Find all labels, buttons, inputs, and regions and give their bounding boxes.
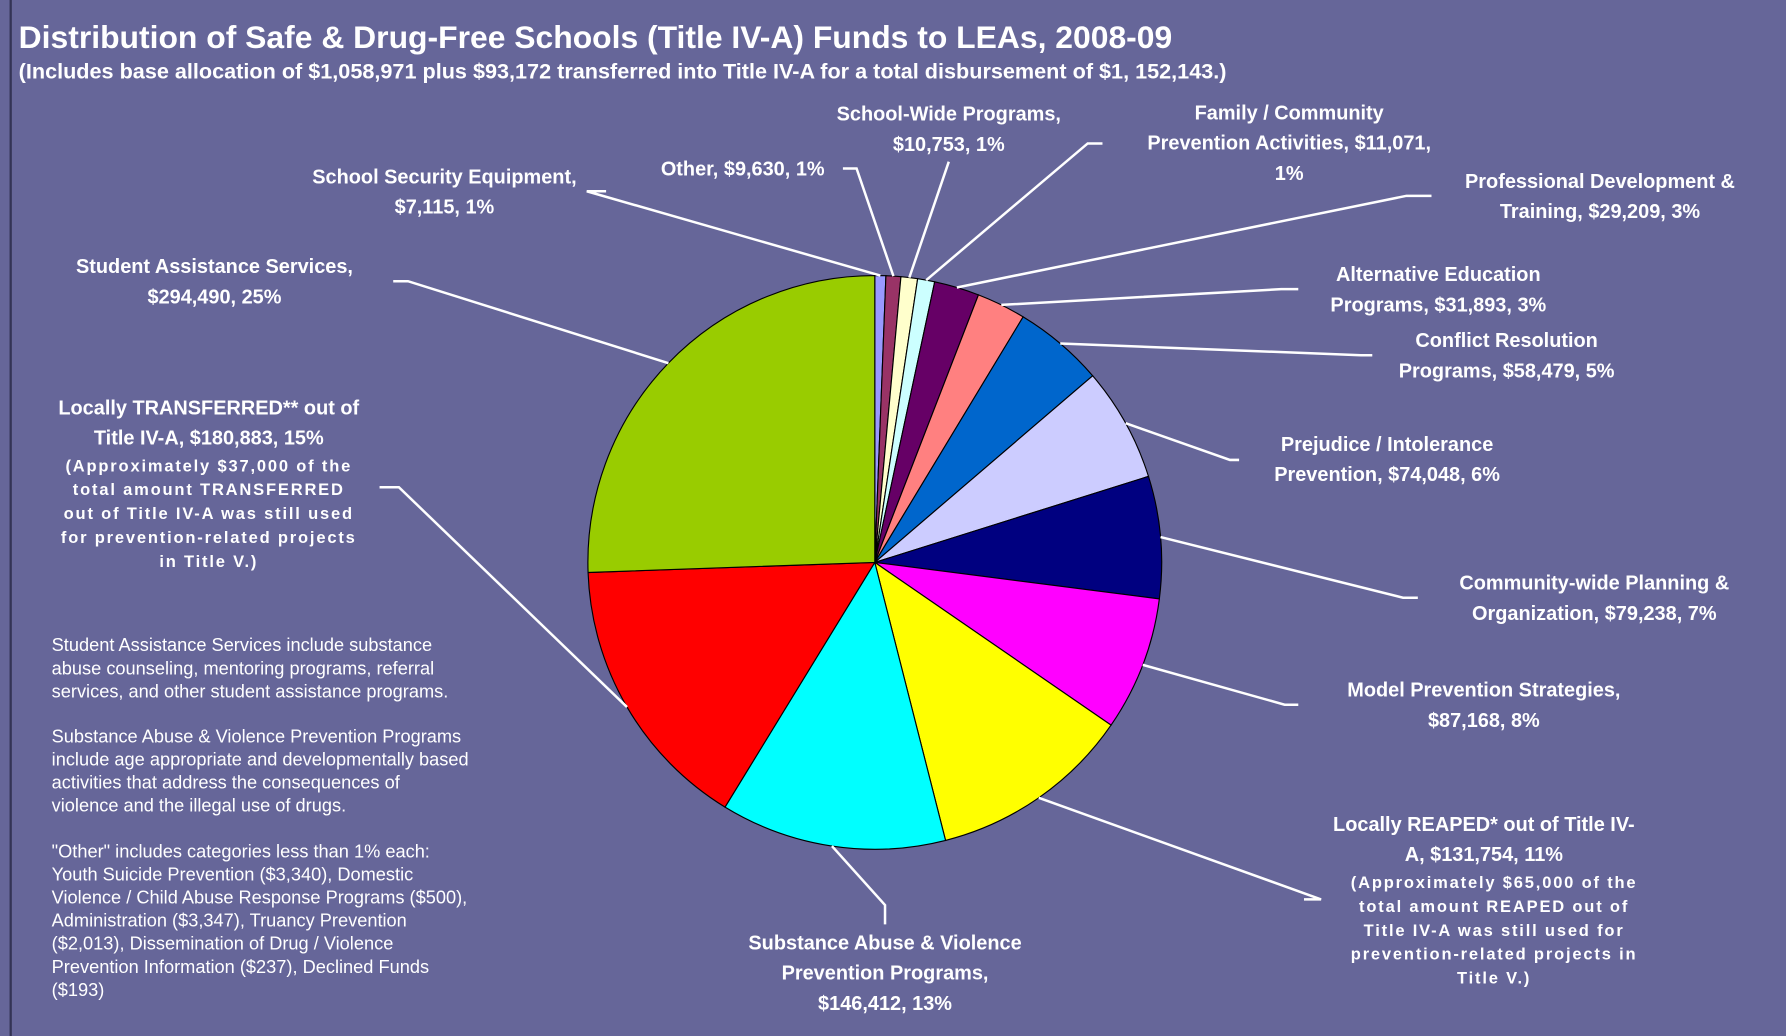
data-label: Other, $9,630, 1%: [661, 158, 825, 180]
pie-slice: [587, 561, 876, 808]
footnote: services, and other student assistance p…: [52, 681, 449, 701]
data-label: Prejudice / Intolerance: [1281, 434, 1493, 456]
leader-line: [586, 190, 881, 277]
data-label: Alternative Education: [1336, 264, 1541, 286]
chart-title: Distribution of Safe & Drug-Free Schools…: [19, 19, 1173, 55]
leader-line: [842, 167, 895, 277]
data-label: Programs, $58,479, 5%: [1399, 360, 1615, 382]
data-label: Programs, $31,893, 3%: [1330, 294, 1546, 316]
annotation: total amount TRANSFERRED: [73, 481, 345, 499]
pie-slice: [587, 274, 876, 574]
footnote: abuse counseling, mentoring programs, re…: [52, 658, 434, 678]
data-label: $7,115, 1%: [395, 196, 495, 218]
data-label: 1%: [1275, 163, 1304, 185]
footnote: Substance Abuse & Violence Prevention Pr…: [52, 726, 461, 746]
footnote: "Other" includes categories less than 1%…: [52, 841, 430, 861]
annotation: total amount REAPED out of: [1359, 898, 1629, 916]
footnote: Youth Suicide Prevention ($3,340), Domes…: [52, 864, 414, 884]
pie-slice: [874, 374, 1150, 563]
annotation: prevention-related projects in: [1351, 946, 1638, 964]
leader-line: [393, 279, 669, 365]
data-label: Substance Abuse & Violence: [748, 932, 1021, 954]
footnote: violence and the illegal use of drugs.: [52, 796, 346, 816]
data-label: Title IV-A, $180,883, 15%: [94, 428, 324, 450]
pie-slice: [874, 475, 1163, 600]
annotation: (Approximately $37,000 of the: [65, 457, 352, 475]
data-label: Locally TRANSFERRED** out of: [58, 397, 359, 419]
leader-line: [1160, 535, 1418, 599]
leader-line: [1060, 342, 1373, 357]
data-label: $294,490, 25%: [148, 286, 282, 308]
data-label: Organization, $79,238, 7%: [1472, 603, 1717, 625]
data-label: A, $131,754, 11%: [1405, 844, 1564, 866]
data-label: Professional Development &: [1465, 171, 1735, 193]
data-label: $87,168, 8%: [1428, 710, 1540, 732]
leader-line: [908, 161, 950, 278]
annotation: in Title V.): [159, 553, 258, 571]
pie-slice: [874, 561, 1160, 726]
leader-line: [1038, 796, 1322, 901]
data-label: Student Assistance Services,: [76, 256, 353, 278]
data-label: $10,753, 1%: [893, 134, 1005, 156]
annotation: out of Title IV-A was still used: [64, 505, 354, 523]
data-label: School-Wide Programs,: [837, 104, 1061, 126]
data-label: Prevention Activities, $11,071,: [1147, 133, 1431, 155]
chart-subtitle: (Includes base allocation of $1,058,971 …: [19, 59, 1227, 84]
data-label: Locally REAPED* out of Title IV-: [1333, 814, 1635, 836]
footnote: ($193): [52, 980, 105, 1000]
leader-line: [956, 194, 1432, 289]
pie-slice: [873, 561, 1112, 842]
footnote: activities that address the consequences…: [52, 772, 401, 792]
data-label: Conflict Resolution: [1415, 330, 1597, 352]
data-label: $146,412, 13%: [818, 993, 952, 1015]
footnote: Prevention Information ($237), Declined …: [52, 957, 429, 977]
footnote: ($2,013), Dissemination of Drug / Violen…: [52, 934, 394, 954]
leader-line: [831, 845, 887, 925]
data-label: Training, $29,209, 3%: [1500, 201, 1701, 223]
annotation: Title IV-A was still used for: [1364, 922, 1625, 940]
data-label: Community-wide Planning &: [1459, 573, 1729, 595]
data-label: Family / Community: [1195, 103, 1384, 125]
footnote: include age appropriate and developmenta…: [52, 749, 469, 769]
leader-line: [379, 486, 628, 708]
data-label: Prevention Programs,: [782, 963, 989, 985]
footnote: Administration ($3,347), Truancy Prevent…: [52, 911, 407, 931]
footnote: Violence / Child Abuse Response Programs…: [52, 887, 468, 907]
annotation: for prevention-related projects: [61, 529, 357, 547]
data-label: Prevention, $74,048, 6%: [1274, 464, 1500, 486]
leader-line: [1142, 663, 1299, 706]
annotation: (Approximately $65,000 of the: [1351, 874, 1638, 892]
data-label: Model Prevention Strategies,: [1347, 680, 1620, 702]
annotation: Title V.): [1457, 970, 1531, 988]
footnote: Student Assistance Services include subs…: [52, 635, 432, 655]
leader-line: [925, 142, 1103, 282]
pie-slice: [724, 560, 947, 850]
leader-line: [1125, 422, 1240, 462]
data-label: School Security Equipment,: [312, 166, 576, 188]
leader-line: [1001, 287, 1299, 307]
